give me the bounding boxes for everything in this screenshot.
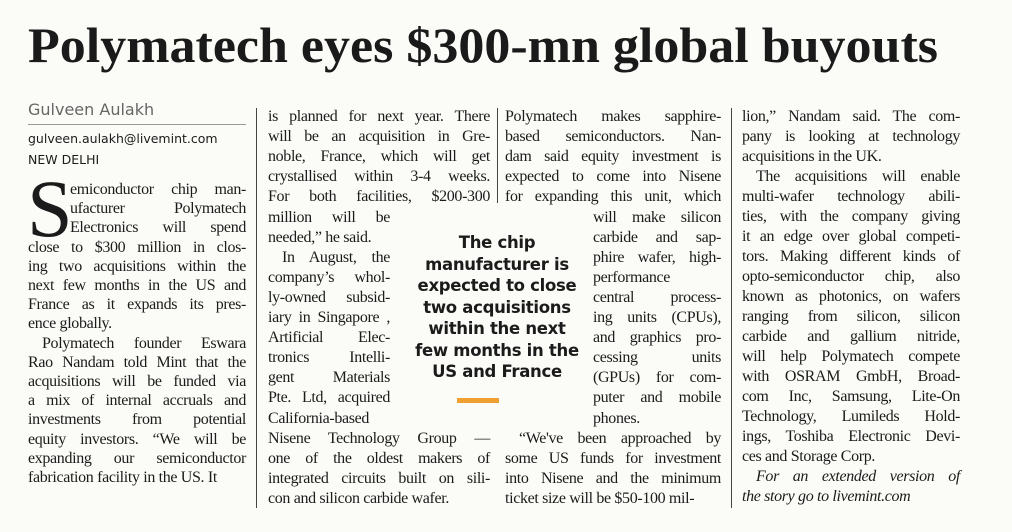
body-line: For an extended version of [756,468,960,485]
body-line: will be an acquisition in Gre- [268,128,490,146]
body-line: equity investors. “We will be [28,430,246,448]
body-line: Nisene Technology Group — [268,429,490,447]
body-line: crystallised within 3-4 weeks. [268,168,490,186]
body-line: some US funds for investment [505,449,721,467]
body-line: for expanding this unit, which [505,188,721,206]
body-line: “We've been approached by [519,429,721,447]
body-line: with OSRAM GmbH, Broad- [742,368,960,385]
body-line: one of the oldest makers of [268,449,490,467]
body-line: is planned for next year. There [268,108,490,125]
body-line: Pte. Ltd, acquired [268,389,390,407]
body-line: The acquisitions will enable [756,168,960,185]
body-line: France as it expands its pres- [28,296,246,314]
body-line: carbide and sap- [593,228,721,246]
body-line: central process- [593,288,721,306]
body-line: ranging from silicon, silicon [742,308,960,325]
pull-quote-line: US and France [432,362,562,381]
body-line: known as photonics, on wafers [742,288,960,305]
body-line: fabrication facility in the US. It [28,469,217,486]
body-line: expected to come into Nisene [505,168,721,186]
body-line: acquisitions will be funded via [28,373,246,390]
body-line: ticket size will be $50-100 mil- [505,489,695,507]
body-line: ces and Storage Corp. [742,448,876,465]
body-line: next few months in the US and [28,277,246,294]
body-line: the story go to livemint.com [742,488,911,505]
body-line: opto-semiconductor chip, also [742,268,960,285]
body-line: company’s whol- [268,268,390,286]
body-line: acquisitions in the UK. [742,148,882,165]
pull-quote-line: expected to close [417,276,577,295]
body-line: integrated circuits built on sili- [268,469,490,487]
body-line: performance [593,268,670,286]
body-line: ence globally. [28,315,112,333]
body-line: close to $300 million in clos- [28,238,246,256]
body-line: investments from potential [28,411,246,429]
body-line: ties, with the company giving [742,208,960,225]
pull-quote-line: The chip [458,233,536,252]
body-line: and graphics pro- [593,329,721,347]
pull-quote-bar [457,398,499,403]
body-line: pany is looking at technology [742,128,960,145]
body-line: million will be [268,208,390,226]
body-line: puter and mobile [593,389,721,407]
body-line: Polymatech makes sapphire- [505,108,721,125]
location: NEW DELHI [28,152,100,167]
body-line: gent Materials [268,369,390,387]
pull-quote-line: two acquisitions [423,297,571,317]
pull-quote-line: manufacturer is [425,254,569,274]
byline-rule [28,124,246,125]
body-line: it an edge over global competi- [742,228,960,245]
drop-cap: S [27,163,73,254]
body-line: (GPUs) for com- [593,369,721,387]
headline-area: Polymatech eyes $300-mn global buyouts [28,17,938,73]
body-line: based semiconductors. Nan- [505,128,721,146]
body-line: Artificial Elec- [268,329,390,347]
body-line: For both facilities, $200-300 [268,188,490,206]
body-line: will help Polymatech compete [742,348,960,365]
body-line: noble, France, which will get [268,148,490,166]
body-line: lion,” Nandam said. The com- [742,108,960,125]
body-line: Rao Nandam told Mint that the [28,353,246,371]
body-line: ly-owned subsid- [268,288,390,306]
body-line: ing two acquisitions within the [28,257,246,275]
body-line: In August, the [282,248,390,266]
body-line: tronics Intelli- [268,349,390,367]
body-line: phones. [593,409,640,427]
body-line: into Nisene and the minimum [505,469,721,487]
body-line: iary in Singapore , [268,309,390,326]
column-divider [256,108,257,508]
headline: Polymatech eyes $300-mn global buyouts [28,17,938,73]
body-line: needed,” he said. [268,228,372,246]
body-line: will make silicon [593,208,721,226]
body-line: emiconductor chip man- [70,181,246,198]
author: Gulveen Aulakh [28,100,155,119]
body-line: phire wafer, high- [593,248,721,266]
body-line: cessing units [593,349,721,367]
pull-quote-line: few months in the [415,340,579,360]
body-line: expanding our semiconductor [28,449,246,467]
body-line: Technology, Lumileds Hold- [742,408,960,425]
body-line: ufacturer Polymatech [70,200,246,218]
body-line: tors. Making different kinds of [742,248,960,265]
column-divider [731,108,732,508]
body-line: carbide and gallium nitride, [742,328,960,345]
body-line: ing units (CPUs), [593,309,721,326]
body-line: California-based [268,409,370,427]
email: gulveen.aulakh@livemint.com [28,131,218,146]
pull-quote-line: within the next [428,319,566,338]
body-line: multi-wafer technology abili- [742,188,960,205]
body-line: dam said equity investment is [505,148,721,166]
body-line: con and silicon carbide wafer. [268,489,449,507]
body-line: ings, Toshiba Electronic Devi- [742,428,960,445]
body-line: Polymatech founder Eswara [42,334,246,352]
body-line: com Inc, Samsung, Lite-On [742,388,960,405]
column-divider [497,108,498,203]
body-line: a mix of internal accruals and [28,392,246,410]
body-line: Electronics will spend [70,219,246,237]
